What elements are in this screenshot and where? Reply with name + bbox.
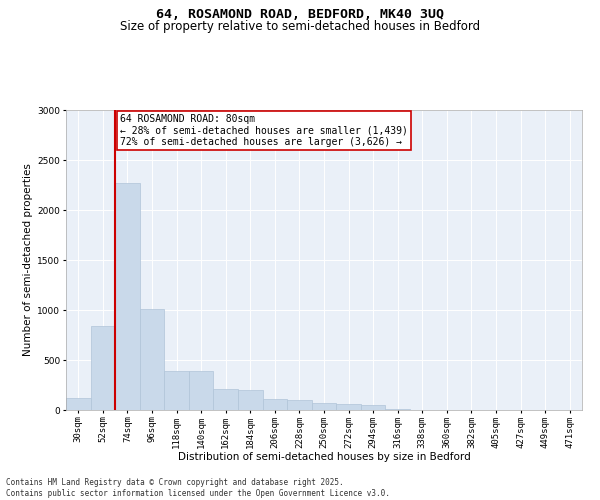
Bar: [214, 389, 238, 410]
Bar: [91, 326, 115, 410]
Text: Contains HM Land Registry data © Crown copyright and database right 2025.
Contai: Contains HM Land Registry data © Crown c…: [6, 478, 390, 498]
Bar: [287, 400, 312, 410]
Bar: [238, 390, 263, 410]
Bar: [140, 309, 164, 410]
Text: 64, ROSAMOND ROAD, BEDFORD, MK40 3UQ: 64, ROSAMOND ROAD, BEDFORD, MK40 3UQ: [156, 8, 444, 20]
Bar: [164, 371, 189, 410]
Y-axis label: Number of semi-detached properties: Number of semi-detached properties: [23, 164, 33, 356]
Bar: [115, 183, 140, 410]
Bar: [312, 402, 336, 410]
Bar: [385, 408, 410, 410]
Bar: [336, 404, 361, 410]
Text: Size of property relative to semi-detached houses in Bedford: Size of property relative to semi-detach…: [120, 20, 480, 33]
X-axis label: Distribution of semi-detached houses by size in Bedford: Distribution of semi-detached houses by …: [178, 452, 470, 462]
Bar: [189, 371, 214, 410]
Text: 64 ROSAMOND ROAD: 80sqm
← 28% of semi-detached houses are smaller (1,439)
72% of: 64 ROSAMOND ROAD: 80sqm ← 28% of semi-de…: [120, 114, 408, 147]
Bar: [263, 398, 287, 410]
Bar: [66, 398, 91, 410]
Bar: [361, 405, 385, 410]
